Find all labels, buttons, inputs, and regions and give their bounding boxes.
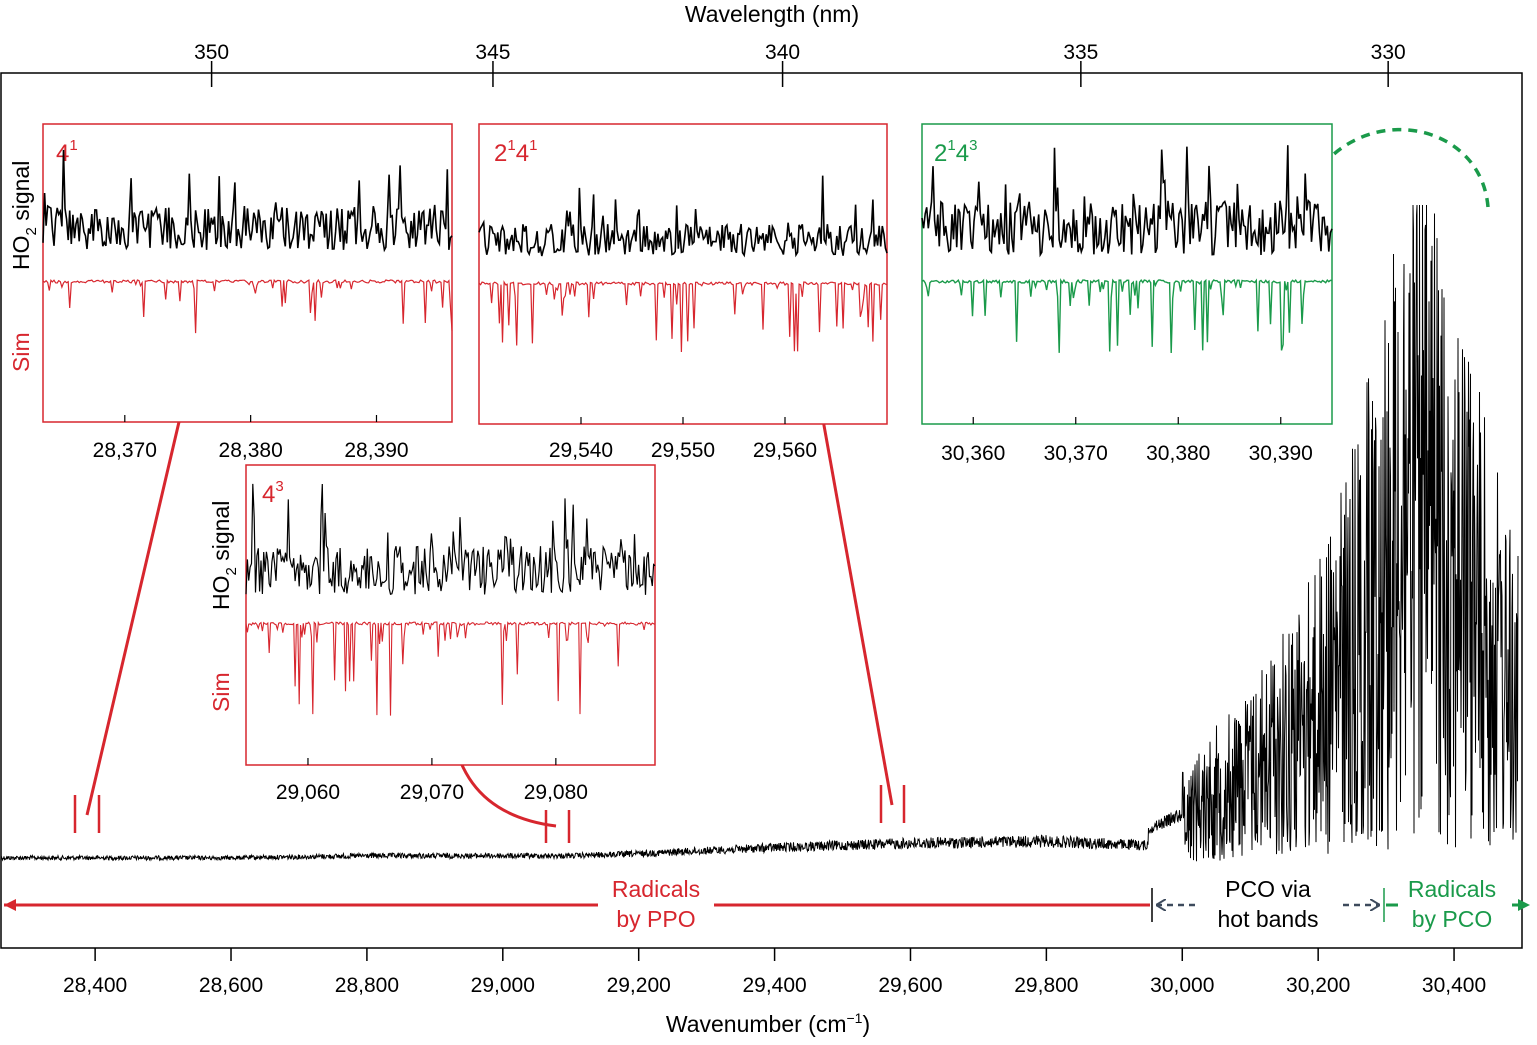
region-label-ppo-line1: Radicals: [612, 876, 700, 902]
region-label-bg-ppo: [598, 874, 714, 936]
inset-4-3-simulated-trace: [245, 620, 656, 716]
inset-2-1-4-1-simulated-trace: [478, 280, 888, 353]
top-tick-label-350: 350: [194, 41, 229, 64]
inset-2-1-4-1-experimental-trace: [478, 175, 888, 258]
inset-2-tick-label-30390: 30,390: [1249, 442, 1313, 465]
top-axis-title: Wavelength (nm): [685, 1, 859, 27]
bottom-tick-label-29000: 29,000: [471, 974, 535, 997]
inset-3-tick-label-29080: 29,080: [524, 781, 588, 804]
bottom-tick-label-28600: 28,600: [199, 974, 263, 997]
inset-2-1-4-3-band-label: 2143: [934, 137, 977, 167]
top-axis-ticks: 350 345 340 335 330: [194, 41, 1406, 87]
inset-4-3-ylabel-signal: HO2 signal: [208, 501, 240, 610]
bottom-tick-label-30400: 30,400: [1422, 974, 1486, 997]
inset-4-1-simulated-trace: [42, 278, 453, 334]
inset-2-tick-label-30370: 30,370: [1044, 442, 1108, 465]
inset-4-1-experimental-trace: [42, 149, 453, 253]
bottom-tick-label-30200: 30,200: [1286, 974, 1350, 997]
top-tick-label-330: 330: [1371, 41, 1406, 64]
inset-1-tick-label-29540: 29,540: [549, 439, 613, 462]
inset-4-3-experimental-trace: [245, 483, 656, 595]
region-label-hot-line1: PCO via: [1225, 876, 1311, 902]
inset-2-1-4-3-simulated-trace: [921, 277, 1333, 354]
region-label-pco-line2: by PCO: [1412, 906, 1493, 932]
inset-3-tick-label-29060: 29,060: [276, 781, 340, 804]
inset-1-tick-label-29560: 29,560: [753, 439, 817, 462]
top-tick-label-340: 340: [765, 41, 800, 64]
inset-3-tick-label-29070: 29,070: [400, 781, 464, 804]
bottom-tick-label-29600: 29,600: [878, 974, 942, 997]
inset-4-3-band-label: 43: [262, 478, 284, 508]
top-tick-label-335: 335: [1063, 41, 1098, 64]
band-marker-4-1: [73, 795, 101, 833]
band-marker-2-1-4-1: [879, 785, 906, 823]
inset-1-tick-label-29550: 29,550: [651, 439, 715, 462]
inset-2-1-4-3-experimental-trace: [921, 145, 1333, 258]
inset-4-1-ylabel-signal: HO2 signal: [8, 161, 40, 270]
inset-2-tick-label-30360: 30,360: [941, 442, 1005, 465]
inset-0-tick-label-28370: 28,370: [93, 439, 157, 462]
region-label-hot-line2: hot bands: [1217, 906, 1318, 932]
region-label-bg-pco: [1398, 874, 1508, 936]
inset-4-3-ylabel-sim: Sim: [208, 672, 234, 712]
arrow-to-inset-2-1-4-1: [809, 362, 894, 806]
inset-4-1: 41 HO2 signal Sim 28,370 28,380 28,390: [8, 123, 453, 462]
inset-2-tick-label-30380: 30,380: [1146, 442, 1210, 465]
plot-frame: [0, 72, 1523, 949]
arrow-to-inset-4-1: [85, 390, 190, 816]
region-label-pco-line1: Radicals: [1408, 876, 1496, 902]
inset-0-tick-label-28390: 28,390: [344, 439, 408, 462]
region-label-bg-hot: [1200, 874, 1340, 936]
main-spectrum-line: [0, 204, 1519, 862]
inset-2-1-4-1: 2141 29,540 29,550 29,560: [478, 123, 888, 462]
inset-4-3: 43 HO2 signal Sim 29,060 29,070 29,080: [208, 464, 656, 804]
bottom-tick-label-29800: 29,800: [1014, 974, 1078, 997]
bottom-tick-label-28400: 28,400: [63, 974, 127, 997]
inset-2-1-4-1-band-label: 2141: [494, 137, 537, 167]
bottom-tick-label-30000: 30,000: [1150, 974, 1214, 997]
inset-4-1-ylabel-sim: Sim: [8, 332, 34, 372]
inset-2-1-4-3: 2143 30,360 30,370 30,380 30,390: [921, 123, 1333, 465]
band-marker-4-3: [544, 810, 571, 843]
bottom-tick-label-29400: 29,400: [742, 974, 806, 997]
bottom-tick-label-29200: 29,200: [607, 974, 671, 997]
region-label-ppo-line2: by PPO: [616, 906, 695, 932]
bottom-axis-title: Wavenumber (cm−1): [666, 1010, 870, 1037]
inset-0-tick-label-28380: 28,380: [219, 439, 283, 462]
top-tick-label-345: 345: [475, 41, 510, 64]
bottom-axis-ticks: 28,400 28,600 28,800 29,000 29,200 29,400 29,6…: [63, 948, 1486, 997]
bottom-tick-label-28800: 28,800: [335, 974, 399, 997]
